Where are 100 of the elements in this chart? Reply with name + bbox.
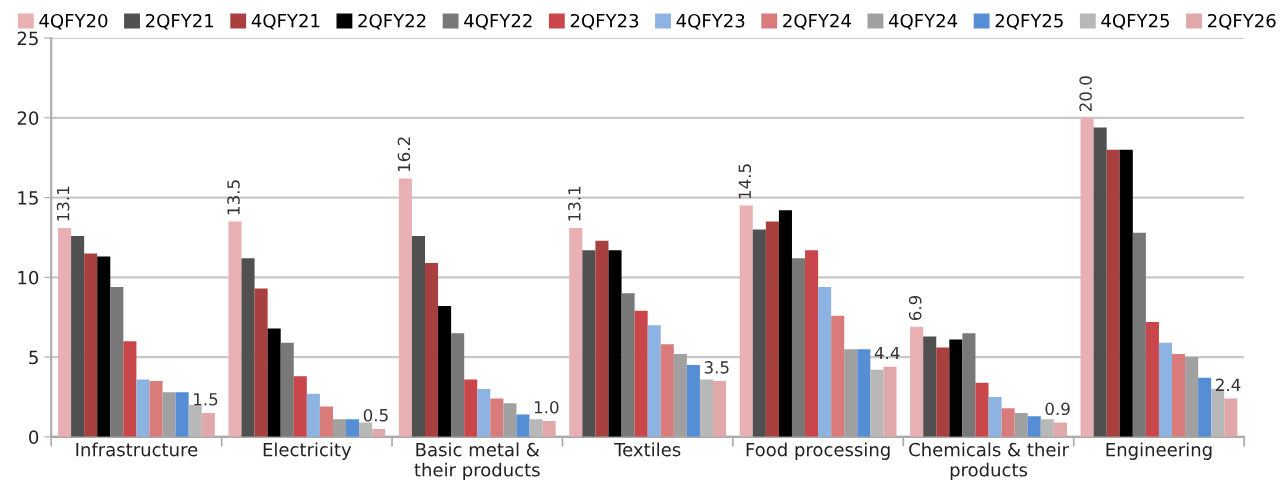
bar (464, 379, 478, 437)
x-tick-label: Basic metal & their products (414, 442, 540, 481)
legend-label: 2QFY23 (570, 13, 639, 30)
bar (752, 229, 766, 437)
data-label: 1.5 (194, 393, 218, 406)
bar (1132, 232, 1146, 437)
bar (595, 240, 609, 437)
bar (477, 389, 491, 437)
bar (424, 263, 439, 437)
bar (621, 293, 635, 437)
data-label: 3.5 (704, 361, 729, 374)
data-label: 16.2 (397, 137, 411, 172)
bar (1080, 117, 1094, 437)
y-tick-label: 20 (17, 111, 39, 125)
bar (608, 250, 622, 437)
legend-label: 4QFY25 (1101, 13, 1169, 30)
data-label: 13.1 (56, 186, 70, 221)
bar (110, 286, 124, 437)
bar (188, 404, 202, 437)
bar (123, 341, 137, 437)
bar (870, 369, 884, 437)
legend-label: 4QFY22 (464, 13, 532, 30)
bar (910, 326, 924, 437)
bar (647, 325, 661, 437)
bar (988, 396, 1002, 437)
bar (254, 288, 268, 437)
bar (923, 336, 937, 437)
bar (451, 333, 465, 437)
bar (319, 406, 333, 437)
bar (516, 414, 530, 437)
bar (1093, 127, 1107, 437)
bar (975, 382, 989, 437)
x-tick-label: Infrastructure (76, 442, 198, 457)
y-tick-label: 15 (18, 191, 38, 205)
bar (293, 376, 307, 437)
x-tick-label: Chemicals & their products (909, 442, 1069, 481)
bar (778, 210, 792, 437)
legend-label: 2QFY21 (145, 13, 214, 30)
y-tick-label: 5 (29, 350, 38, 365)
bar (228, 221, 242, 437)
bar (686, 365, 700, 437)
bar (713, 381, 727, 437)
data-label: 13.1 (568, 186, 581, 221)
bar (542, 420, 556, 437)
bar (1053, 422, 1067, 437)
bar (1145, 322, 1159, 437)
bar (818, 286, 832, 437)
bar (1224, 398, 1238, 437)
legend-label: 4QFY23 (676, 13, 745, 30)
bar (1027, 416, 1041, 437)
bar (1211, 389, 1225, 437)
bar (569, 227, 583, 437)
bar (359, 422, 373, 437)
legend-label: 2QFY25 (995, 13, 1063, 30)
bar (765, 221, 779, 437)
bar (149, 381, 163, 437)
bar (346, 419, 360, 437)
y-tick-label: 25 (17, 31, 38, 46)
bar (1158, 342, 1173, 437)
bar (962, 333, 976, 437)
bar (84, 253, 98, 437)
bar (71, 235, 85, 437)
x-tick-label: Food processing (746, 442, 890, 460)
data-label: 13.5 (227, 180, 240, 215)
bar (1119, 149, 1133, 437)
bar (97, 256, 111, 437)
bar (490, 398, 504, 437)
bar (1106, 149, 1120, 437)
bar (1198, 377, 1212, 437)
bar (857, 349, 871, 437)
bar (582, 250, 596, 437)
bar (241, 258, 255, 437)
x-tick-label: Electricity (263, 442, 352, 460)
legend-label: 2QFY24 (783, 13, 851, 30)
bar (1001, 408, 1015, 437)
bar (267, 328, 281, 437)
bar (280, 342, 294, 437)
bar (936, 347, 950, 437)
bar (660, 344, 674, 437)
data-label: 2.4 (1216, 378, 1241, 391)
bar (201, 412, 215, 437)
bar (949, 339, 963, 437)
bar (306, 393, 320, 437)
legend-label: 2QFY26 (1207, 13, 1276, 30)
bar (699, 379, 714, 437)
y-tick-label: 0 (29, 430, 39, 444)
bar (58, 227, 72, 437)
legend-label: 4QFY20 (39, 13, 108, 30)
bar (791, 258, 806, 437)
bar (136, 379, 150, 437)
bar (883, 366, 897, 437)
x-tick-label: Engineering (1106, 442, 1212, 460)
legend-label: 4QFY24 (888, 13, 958, 30)
bar (634, 310, 648, 437)
bar (739, 205, 753, 437)
bar (411, 235, 425, 437)
bar (175, 392, 189, 437)
bar (805, 250, 819, 437)
bar (529, 419, 543, 437)
data-label: 4.4 (874, 346, 900, 360)
